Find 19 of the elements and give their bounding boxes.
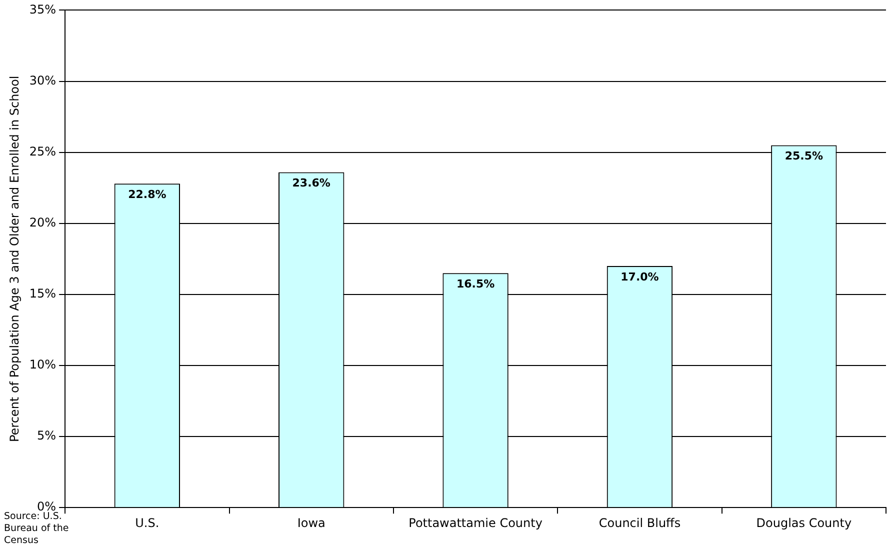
x-tick-label: Douglas County	[756, 516, 852, 530]
x-tick-label: U.S.	[135, 516, 160, 530]
y-tick-label: 25%	[29, 144, 56, 158]
y-tick-label: 10%	[29, 358, 56, 372]
y-axis-title: Percent of Population Age 3 and Older and Enrolled in School	[7, 76, 22, 442]
y-tick-label: 30%	[29, 73, 56, 88]
y-tick-label: 5%	[37, 428, 56, 443]
x-tick-label: Iowa	[297, 516, 326, 530]
data-label: 22.8%	[128, 188, 166, 201]
x-tick-label: Pottawattamie County	[408, 516, 542, 530]
source-note: Source: U.S. Bureau of the Census	[4, 511, 70, 544]
y-tick-label: 15%	[29, 286, 56, 301]
x-tick-label: Council Bluffs	[598, 516, 681, 530]
data-label: 17.0%	[620, 270, 659, 284]
y-tick-label: 35%	[29, 2, 56, 16]
data-label: 23.6%	[292, 176, 330, 190]
data-label: 16.5%	[456, 277, 495, 290]
data-label: 25.5%	[784, 150, 823, 163]
y-tick-label: 20%	[29, 215, 56, 230]
